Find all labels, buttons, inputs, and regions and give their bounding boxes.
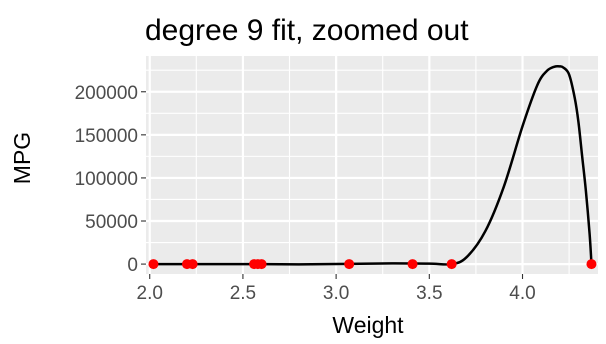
data-point <box>256 259 267 270</box>
y-tick-label: 150000 <box>75 126 138 147</box>
axis-ticks <box>141 91 524 279</box>
data-point <box>344 259 355 270</box>
x-tick-labels: 2.0 2.5 3.0 3.5 4.0 <box>137 283 536 304</box>
data-points <box>148 259 597 270</box>
data-point <box>586 259 597 270</box>
x-tick-label: 3.5 <box>416 283 442 304</box>
plot-panel <box>146 56 598 274</box>
y-tick-label: 100000 <box>75 169 138 190</box>
y-tick-label: 50000 <box>85 212 138 233</box>
x-tick-label: 2.5 <box>230 283 256 304</box>
chart-title: degree 9 fit, zoomed out <box>145 14 469 47</box>
x-tick-label: 3.0 <box>323 283 349 304</box>
y-tick-label: 0 <box>127 255 138 276</box>
y-tick-labels: 0 50000 100000 150000 200000 <box>75 83 138 276</box>
data-point <box>446 259 457 270</box>
grid-major <box>146 56 598 274</box>
data-point <box>187 259 198 270</box>
x-tick-label: 2.0 <box>137 283 163 304</box>
x-axis-title: Weight <box>332 312 404 338</box>
x-tick-label: 4.0 <box>509 283 535 304</box>
data-point <box>148 259 159 270</box>
y-tick-label: 200000 <box>75 83 138 104</box>
y-axis-title: MPG <box>9 132 35 184</box>
data-point <box>407 259 418 270</box>
